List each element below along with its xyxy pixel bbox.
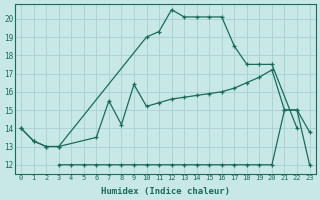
X-axis label: Humidex (Indice chaleur): Humidex (Indice chaleur): [101, 187, 230, 196]
